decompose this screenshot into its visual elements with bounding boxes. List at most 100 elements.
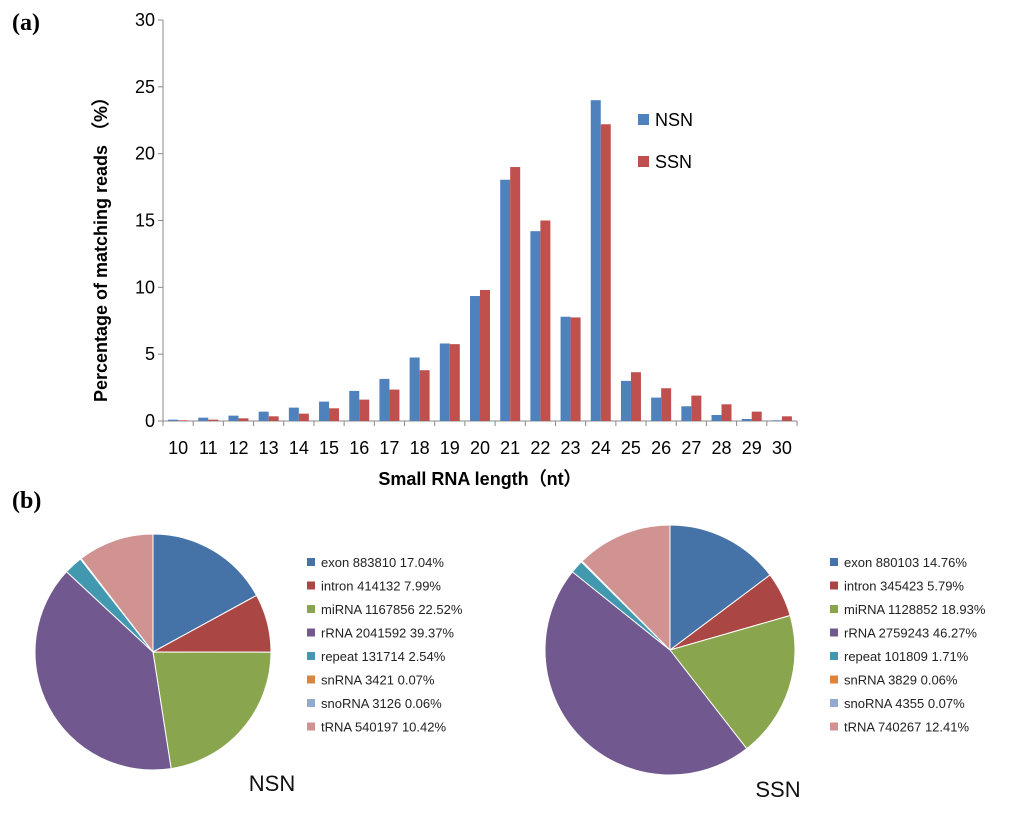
bar-ssn [691, 395, 702, 421]
x-tick-label: 25 [621, 438, 641, 458]
legend-label-exon: exon 883810 17.04% [321, 555, 444, 570]
legend-swatch-trna [830, 722, 838, 731]
pie-title: NSN [249, 771, 295, 796]
bar-nsn [530, 231, 541, 421]
legend-swatch-rrna [307, 628, 315, 637]
y-tick-label: 20 [135, 144, 155, 164]
x-tick-label: 24 [591, 438, 611, 458]
x-axis-title: Small RNA length（nt） [378, 469, 581, 489]
bar-nsn [198, 417, 209, 421]
bar-nsn [560, 316, 571, 421]
bar-ssn [359, 399, 370, 421]
bar-nsn [409, 357, 420, 421]
bar-nsn [590, 100, 601, 421]
x-tick-label: 21 [500, 438, 520, 458]
bar-nsn [620, 380, 631, 421]
legend-swatch-mirna [307, 605, 315, 613]
y-tick-label: 30 [135, 10, 155, 30]
x-tick-label: 23 [561, 438, 581, 458]
pie-slice-mirna [669, 614, 796, 750]
bar-nsn [741, 418, 752, 421]
legend-swatch-snorna [830, 699, 838, 707]
legend-label-nsn: NSN [655, 110, 693, 130]
bar-nsn [168, 419, 179, 421]
legend-swatch-exon [830, 558, 838, 566]
legend-label-ssn: SSN [655, 152, 692, 172]
bar-ssn [510, 167, 521, 421]
pie-slice-exon [669, 524, 771, 651]
bar-ssn [449, 344, 460, 421]
bar-ssn [268, 416, 279, 421]
bar-ssn [540, 220, 551, 421]
bar-nsn [470, 296, 480, 421]
x-tick-label: 14 [289, 438, 309, 458]
bar-nsn [349, 390, 360, 421]
x-tick-label: 22 [530, 438, 550, 458]
x-tick-label: 20 [470, 438, 490, 458]
x-tick-label: 13 [259, 438, 279, 458]
y-axis-title: Percentage of matching reads （%） [91, 88, 111, 402]
pie-slice-trna [581, 524, 671, 652]
legend-label-intron: intron 345423 5.79% [844, 579, 964, 594]
legend-swatch-mirna [830, 605, 838, 613]
legend-label-trna: tRNA 740267 12.41% [844, 720, 969, 735]
pie-slice-rrna [34, 570, 172, 771]
y-tick-label: 0 [145, 411, 155, 431]
legend-label-repeat: repeat 131714 2.54% [321, 649, 446, 664]
bar-nsn [771, 420, 782, 421]
bar-ssn [208, 419, 219, 421]
x-tick-label: 15 [319, 438, 339, 458]
bar-ssn [600, 124, 611, 421]
legend-swatch-exon [307, 558, 315, 566]
legend-label-snrna: snRNA 3829 0.06% [844, 673, 958, 688]
x-tick-label: 28 [712, 438, 732, 458]
bar-nsn [500, 179, 511, 421]
x-tick-label: 10 [168, 438, 188, 458]
x-tick-label: 12 [228, 438, 248, 458]
x-tick-label: 29 [742, 438, 762, 458]
panel-label-a: (a) [12, 10, 40, 36]
bar-nsn [258, 411, 269, 421]
legend-swatch-ssn [638, 156, 649, 167]
pie-title: SSN [755, 777, 800, 802]
x-tick-label: 18 [410, 438, 430, 458]
bar-chart-panel: (a) Percentage of matching reads （%） Sma… [12, 10, 798, 489]
legend-swatch-rrna [830, 628, 838, 637]
legend-swatch-snorna [307, 699, 315, 707]
bar-ssn [721, 404, 732, 421]
bar-ssn [329, 408, 340, 421]
bar-ssn [570, 317, 581, 421]
x-tick-label: 30 [772, 438, 792, 458]
bar-ssn [781, 416, 792, 421]
x-tick-label: 26 [651, 438, 671, 458]
bar-marks [168, 100, 792, 421]
x-tick-label: 16 [349, 438, 369, 458]
legend-swatch-intron [830, 581, 838, 590]
legend-swatch-repeat [830, 652, 838, 660]
bar-nsn [711, 414, 722, 421]
pie-charts-panel: (b) exon 883810 17.04% intron 414132 7.99… [12, 488, 986, 802]
bar-ssn [238, 418, 249, 421]
pie-slice-mirna [152, 651, 272, 770]
panel-label-b: (b) [12, 488, 41, 514]
bar-nsn [319, 401, 330, 421]
bar-nsn [379, 378, 390, 421]
bar-ssn [751, 411, 762, 421]
pie-slice-trna [80, 533, 154, 654]
legend-swatch-repeat [307, 652, 315, 660]
y-tick-label: 25 [135, 77, 155, 97]
y-tick-label: 15 [135, 211, 155, 231]
x-tick-label: 27 [681, 438, 701, 458]
pie-chart-nsn: exon 883810 17.04% intron 414132 7.99% miR… [34, 533, 463, 796]
x-tick-label: 17 [379, 438, 399, 458]
bar-ssn [389, 389, 400, 421]
bar-ssn [661, 388, 672, 421]
legend-label-mirna: miRNA 1128852 18.93% [844, 602, 986, 617]
legend-label-repeat: repeat 101809 1.71% [844, 649, 969, 664]
legend-swatch-snrna [830, 675, 838, 684]
legend-swatch-trna [307, 722, 315, 731]
legend-swatch-intron [307, 581, 315, 590]
legend-label-snrna: snRNA 3421 0.07% [321, 673, 435, 688]
bar-legend: NSN SSN [638, 110, 693, 172]
